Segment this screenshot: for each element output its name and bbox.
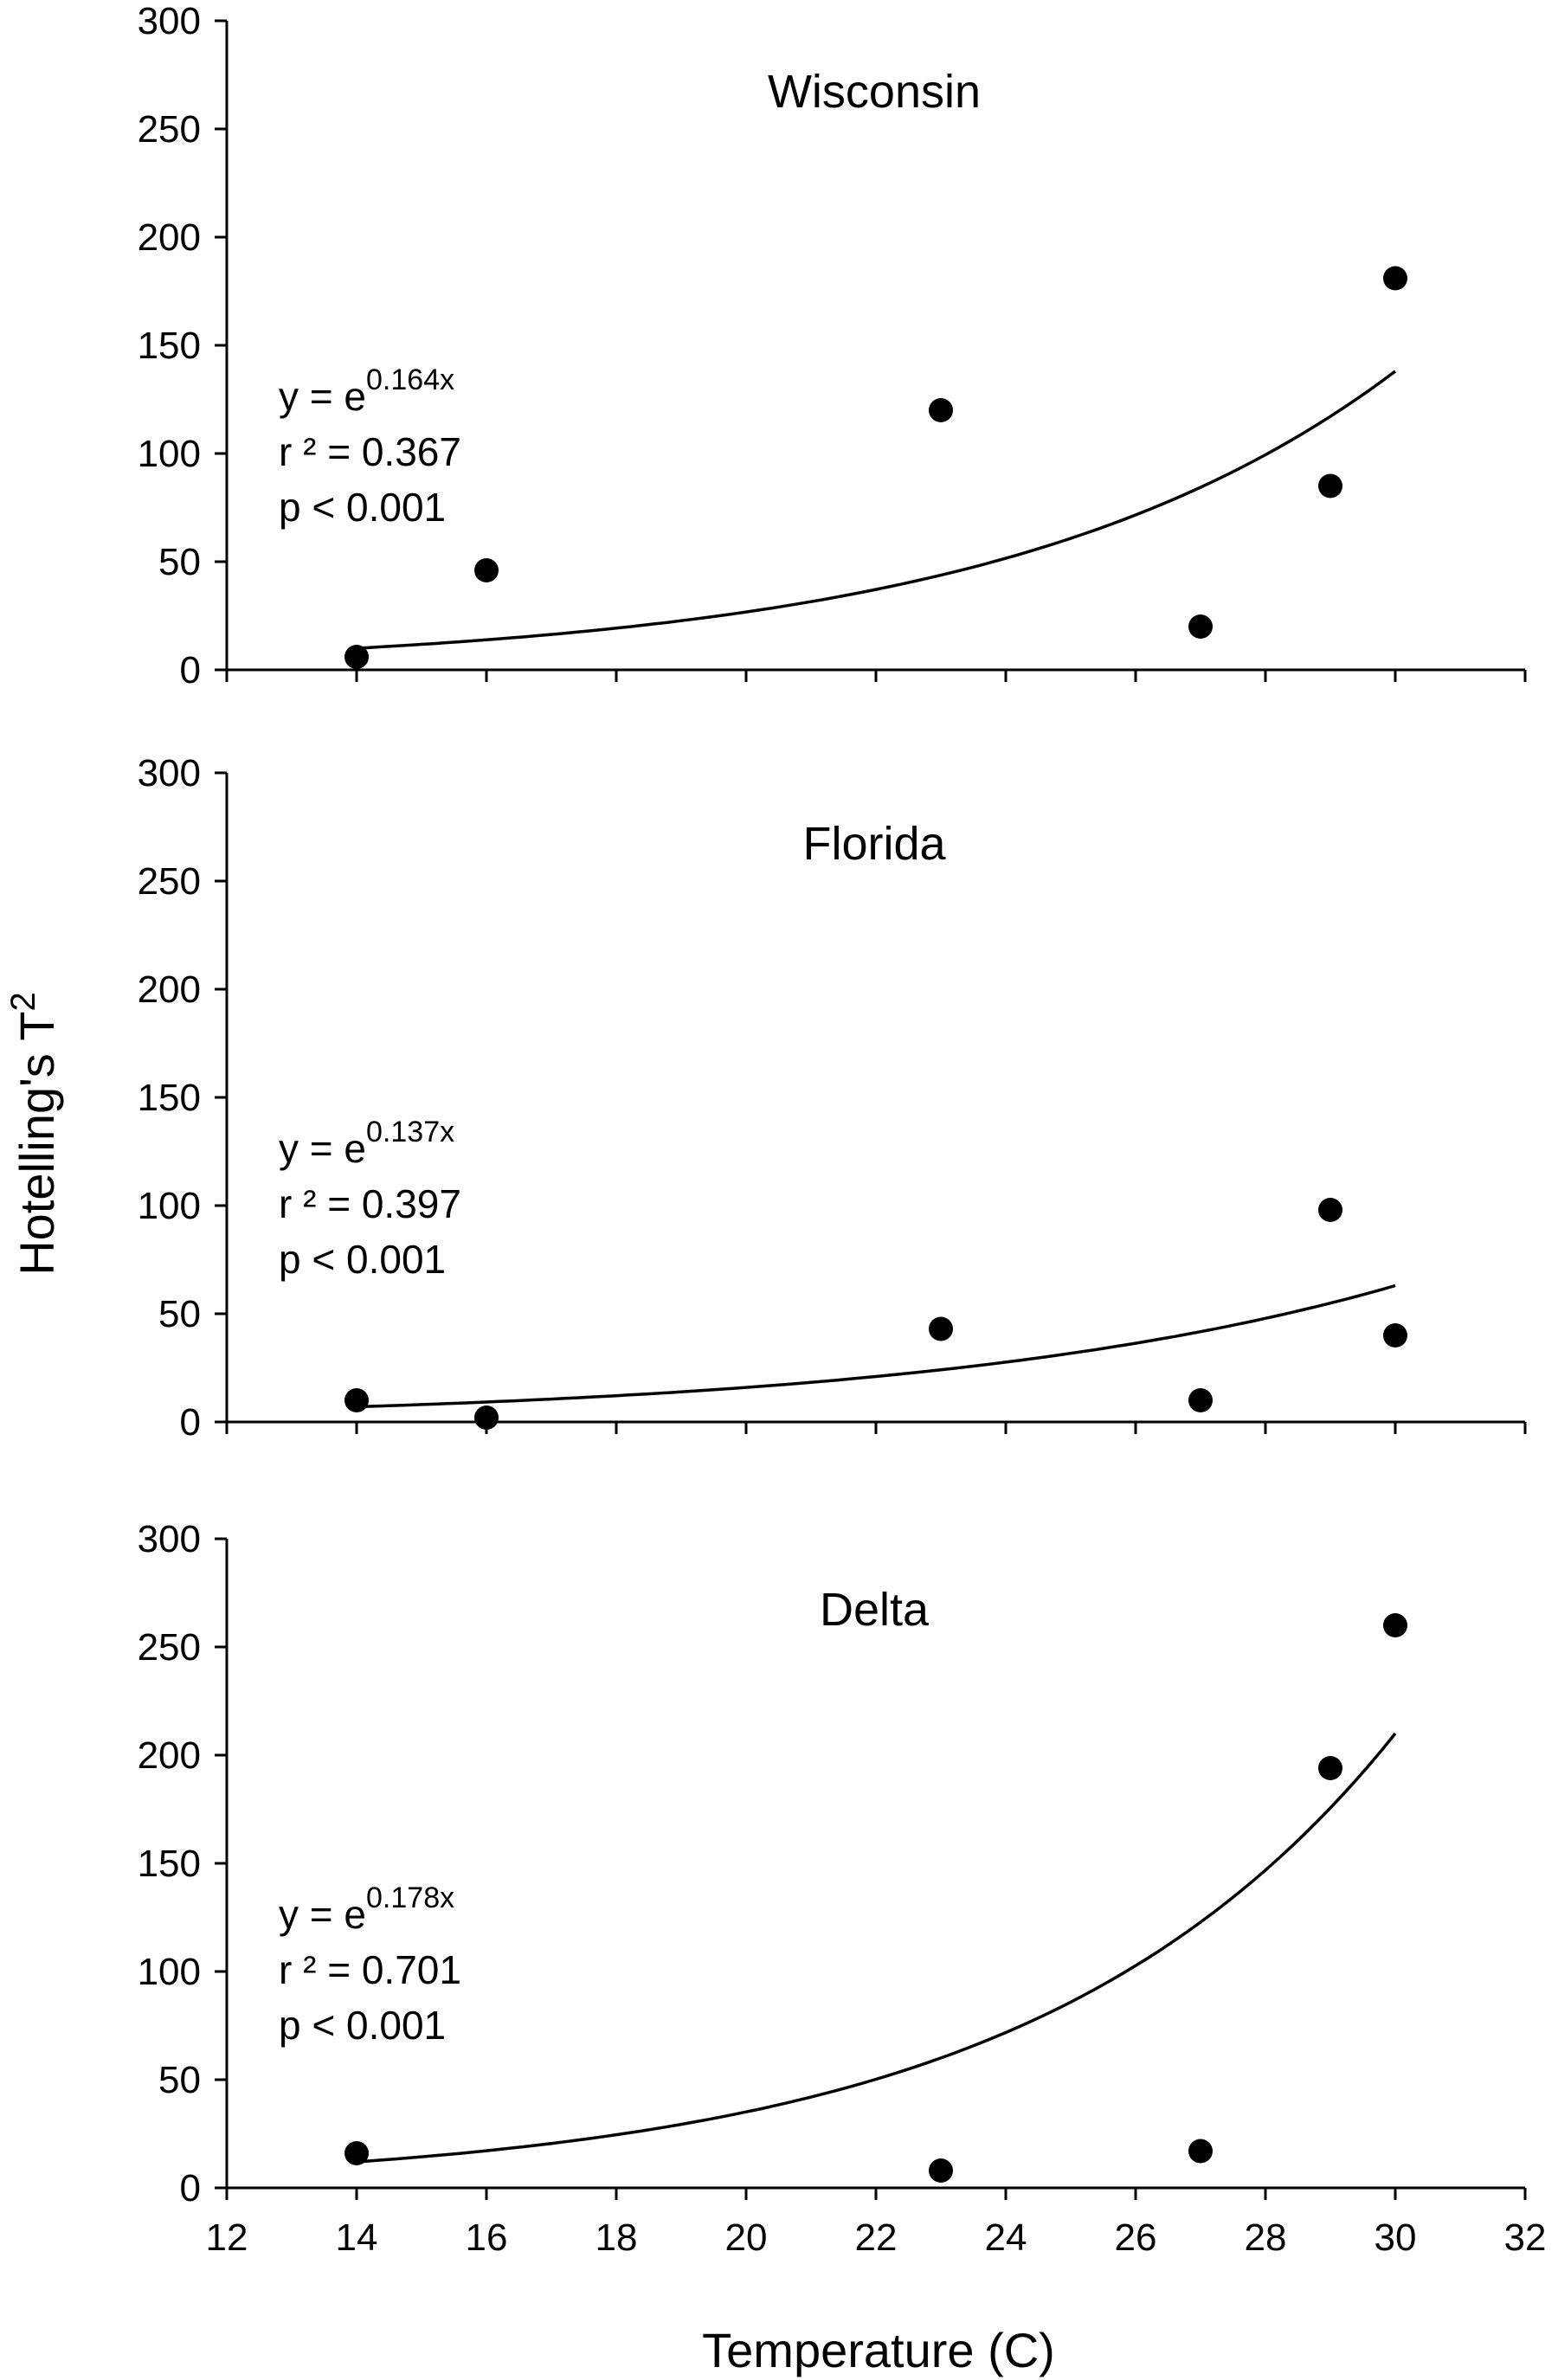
data-point [344,1388,369,1412]
y-tick-label: 0 [180,1401,201,1444]
data-point [1383,1323,1407,1348]
y-tick-label: 150 [138,1077,201,1119]
panel-title: Delta [820,1584,930,1636]
y-axis-title: Hotelling's T2 [4,992,64,1276]
data-point [1318,1198,1342,1222]
fit-r-squared: r ² = 0.367 [279,429,461,474]
y-tick-label: 100 [138,433,201,475]
y-axis-title-superscript: 2 [4,992,42,1011]
fit-equation-base: y = e [279,374,366,419]
x-tick-label: 18 [596,2216,638,2259]
fit-equation: y = e0.178x [279,1881,454,1937]
x-tick-label: 28 [1245,2216,1287,2259]
fit-r-squared: r ² = 0.701 [279,1947,461,1992]
y-tick-label: 50 [158,2059,201,2101]
y-tick-label: 0 [180,2167,201,2210]
fit-equation-exponent: 0.137x [366,1116,454,1148]
data-point [1318,473,1342,499]
data-point [1383,1613,1407,1637]
y-tick-label: 0 [180,649,201,691]
chart-panel-1: 0 50 100 150 200 250 300 Wisconsin y = e0.164x r … [138,0,1527,691]
y-tick-label: 200 [138,1734,201,1777]
y-tick-label: 50 [158,1293,201,1335]
y-tick-label: 250 [138,108,201,151]
y-tick-label: 300 [138,1518,201,1560]
x-tick-label: 24 [985,2216,1027,2259]
x-tick-label: 16 [466,2216,508,2259]
data-point [929,398,953,422]
fit-equation-base: y = e [279,1892,366,1937]
y-tick-label: 100 [138,1951,201,1993]
data-point [929,2158,953,2183]
data-point [1188,2139,1213,2164]
y-axis-title-text: Hotelling's T [10,1011,64,1275]
data-point [474,558,499,582]
data-point [929,1316,953,1341]
x-tick-label: 30 [1375,2216,1417,2259]
panel-title: Wisconsin [768,66,981,118]
y-tick-label: 200 [138,216,201,259]
y-tick-label: 300 [138,0,201,42]
x-tick-label: 32 [1504,2216,1547,2259]
fit-r-squared: r ² = 0.397 [279,1181,461,1226]
fit-curve [356,1283,1396,1409]
fit-equation-exponent: 0.178x [366,1881,454,1914]
x-tick-label: 12 [206,2216,248,2259]
fit-curve [356,1732,1397,2164]
data-point [1318,1756,1342,1780]
y-tick-label: 200 [138,968,201,1011]
panel-title: Florida [802,818,946,870]
fit-p-value: p < 0.001 [279,2003,446,2048]
x-tick-label: 20 [725,2216,768,2259]
data-point [344,2141,369,2165]
data-point [1188,1388,1213,1412]
x-tick-label: 22 [855,2216,898,2259]
data-point [344,645,369,669]
y-tick-label: 100 [138,1185,201,1227]
chart-panel-2: 0 50 100 150 200 250 300 Florida y = e0.137x r ² … [138,752,1527,1444]
fit-equation: y = e0.137x [279,1116,454,1171]
chart-panel-3: 0 50 100 150 200 250 300 12 14 16 18 20 22 24 26 28 30 32… [138,1518,1547,2259]
y-tick-label: 50 [158,541,201,583]
y-tick-label: 300 [138,752,201,794]
fit-curve [356,370,1397,650]
data-point [1188,614,1213,639]
fit-equation: y = e0.164x [279,363,454,419]
x-tick-label: 26 [1115,2216,1157,2259]
fit-p-value: p < 0.001 [279,1237,446,1282]
y-tick-label: 150 [138,325,201,367]
fit-equation-exponent: 0.164x [366,363,454,396]
x-axis-title: Temperature (C) [702,2323,1055,2377]
y-tick-label: 150 [138,1843,201,1885]
data-point [474,1405,499,1430]
y-tick-label: 250 [138,1626,201,1669]
y-tick-label: 250 [138,860,201,903]
fit-p-value: p < 0.001 [279,485,446,530]
fit-equation-base: y = e [279,1126,366,1171]
data-point [1383,266,1407,291]
x-tick-label: 14 [336,2216,378,2259]
